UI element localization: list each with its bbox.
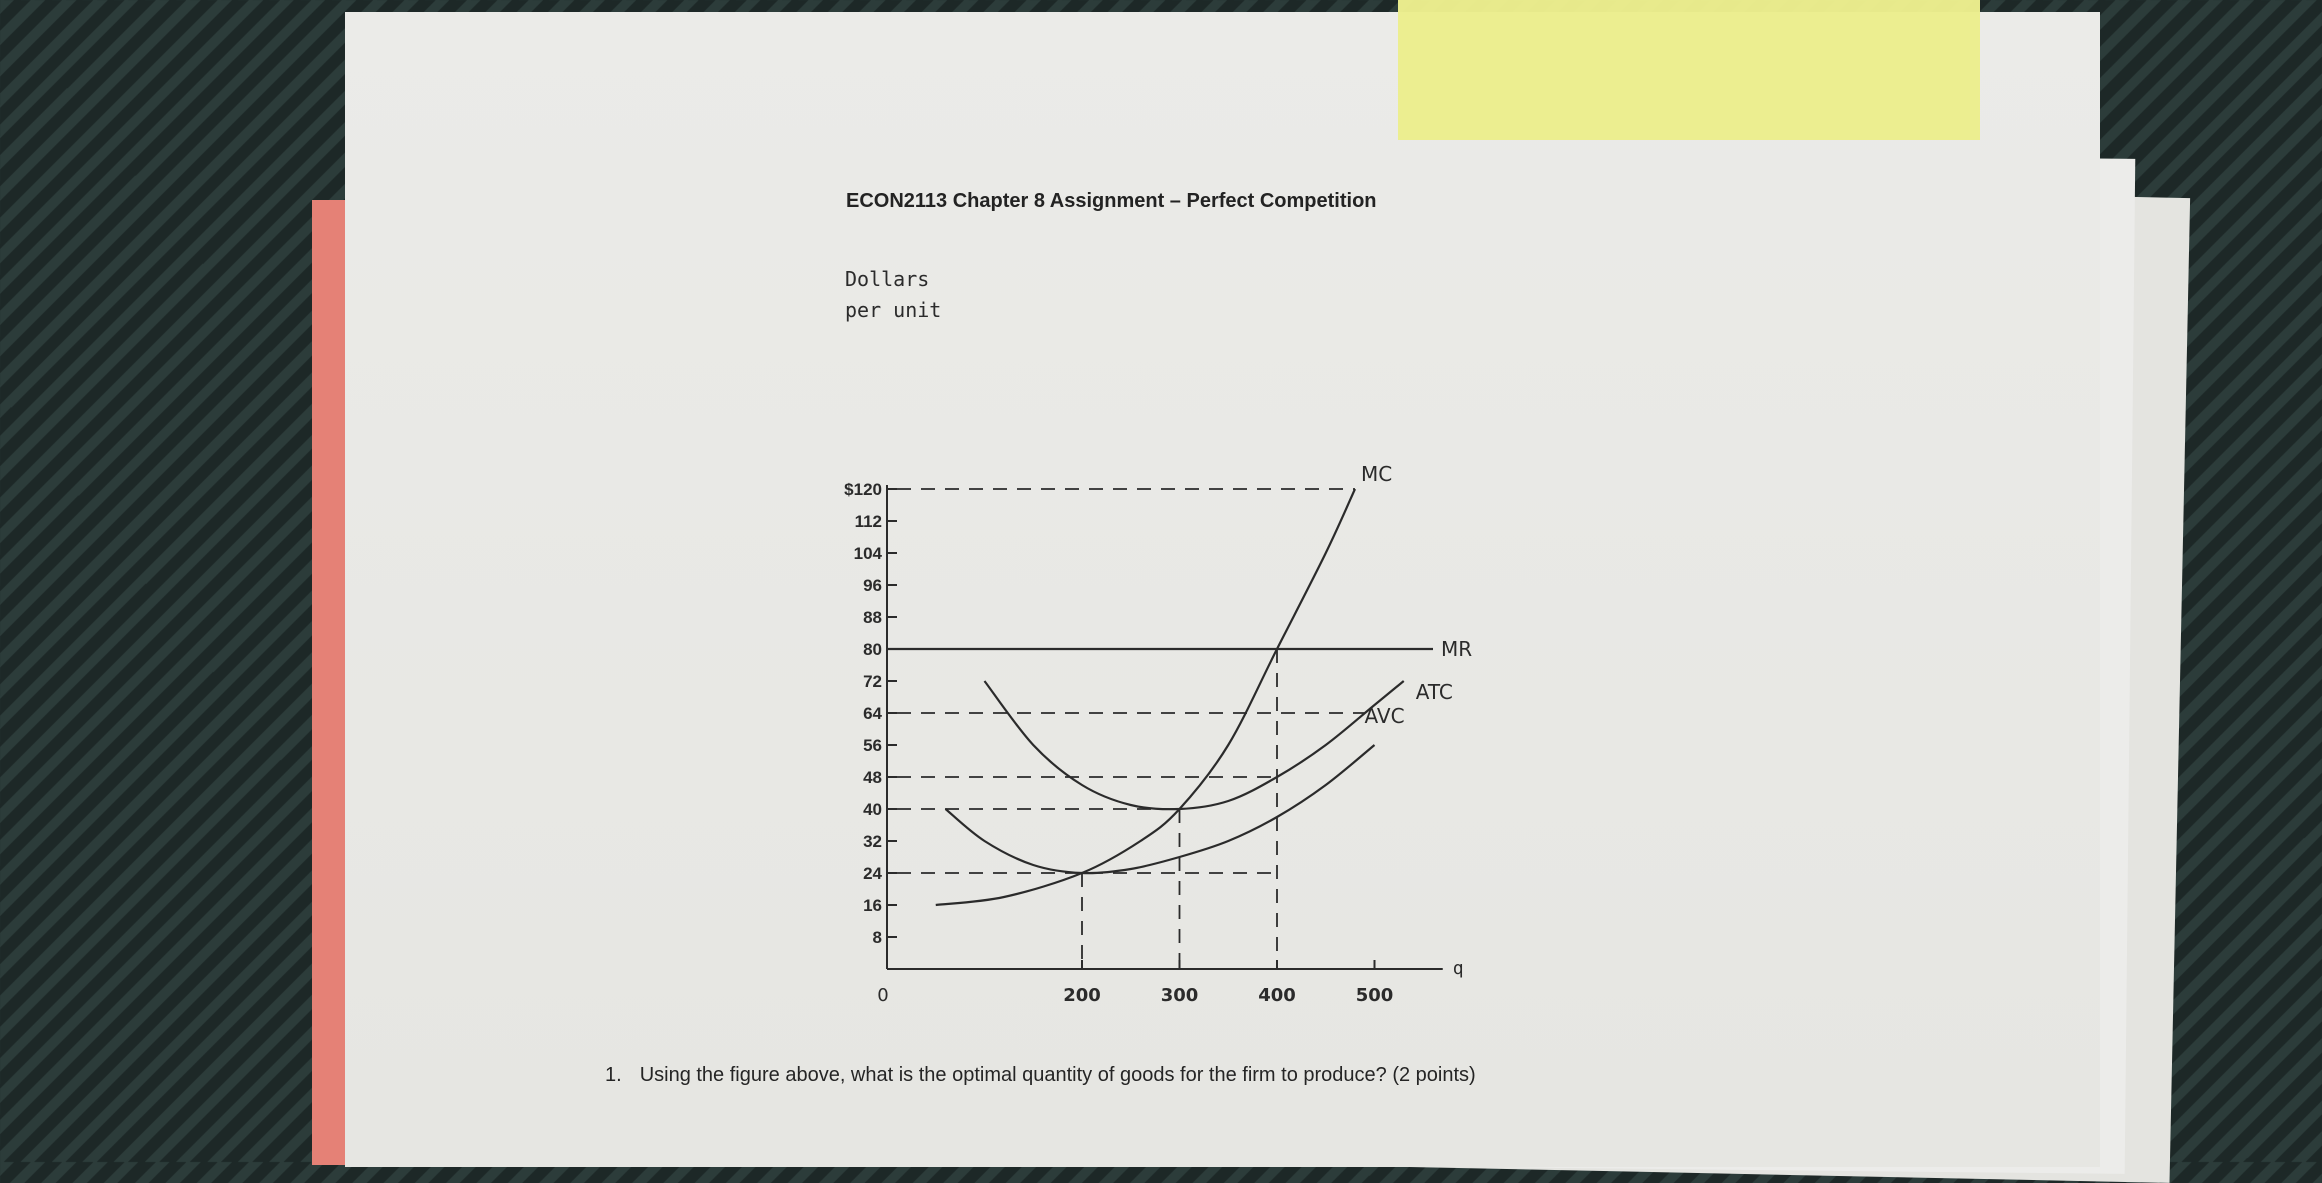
y-tick-label: 112: [855, 512, 882, 531]
reference-lines: [897, 488, 1365, 969]
y-axis-label: Dollars per unit: [845, 267, 941, 322]
curves: [887, 488, 1433, 907]
y-tick-label: 8: [873, 928, 882, 947]
mc-label: MC: [1361, 462, 1392, 486]
x-tick-label: 500: [1356, 985, 1394, 1006]
sticky-note: [1398, 0, 1980, 140]
x-axis-label: q: [1453, 958, 1464, 979]
x-tick-label: 300: [1161, 985, 1199, 1006]
y-tick-label: 88: [863, 608, 882, 627]
mr-label: MR: [1441, 637, 1472, 661]
y-axis-label-line: per unit: [845, 298, 941, 322]
y-tick-label: $120: [844, 480, 882, 499]
avc-curve: [944, 744, 1376, 875]
y-tick-label: 72: [863, 672, 882, 691]
y-tick-label: 104: [854, 544, 883, 563]
atc-curve: [983, 680, 1405, 811]
question-number: 1.: [605, 1064, 622, 1086]
x-ticks: 200 300 400 500: [1063, 960, 1393, 1006]
question-text: Using the figure above, what is the opti…: [639, 1064, 1476, 1086]
y-tick-label: 24: [863, 864, 882, 883]
origin-label: 0: [877, 985, 888, 1006]
avc-label: AVC: [1365, 704, 1405, 728]
y-tick-label: 40: [863, 800, 882, 819]
y-tick-label: 80: [863, 640, 882, 659]
x-tick-label: 200: [1063, 985, 1101, 1006]
page-title: ECON2113 Chapter 8 Assignment – Perfect …: [846, 190, 1377, 212]
axes: 0q: [877, 485, 1464, 1006]
assignment-sheet: [345, 12, 2100, 1167]
mc-curve: [935, 488, 1357, 907]
y-ticks: $120 112 104 96 88 80 72 64 56 48 40 32 24 16 8: [844, 480, 897, 947]
atc-label: ATC: [1416, 680, 1453, 704]
y-tick-label: 48: [863, 768, 882, 787]
y-tick-label: 16: [863, 896, 882, 915]
x-tick-label: 400: [1258, 985, 1296, 1006]
y-axis-label-line: Dollars: [845, 267, 929, 291]
y-tick-label: 56: [863, 736, 882, 755]
y-tick-label: 64: [863, 704, 882, 723]
question-1: 1. Using the figure above, what is the op…: [605, 1064, 1494, 1087]
y-tick-label: 96: [863, 576, 882, 595]
y-tick-label: 32: [863, 832, 882, 851]
curve-labels: MC MR ATC AVC: [1361, 462, 1472, 728]
